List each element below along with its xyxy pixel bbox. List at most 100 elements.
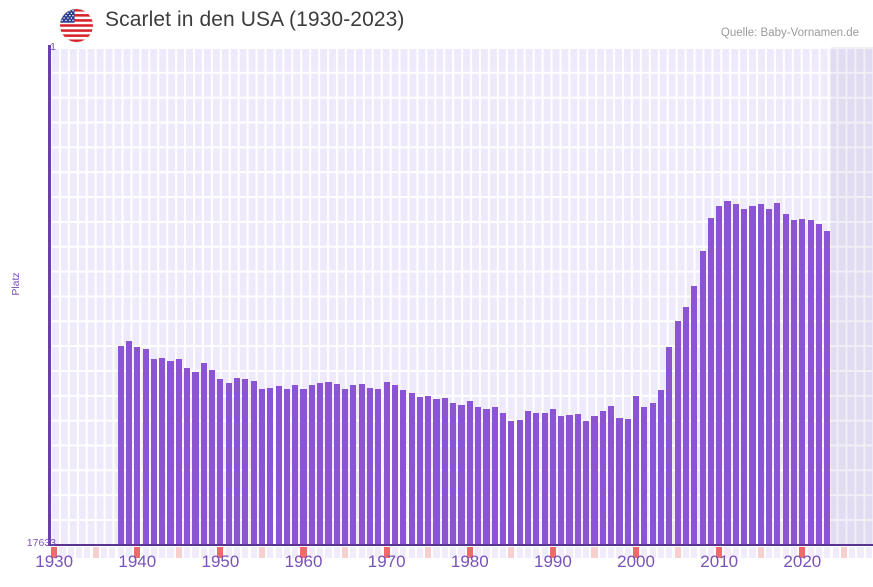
bar <box>358 383 365 544</box>
year-marker <box>766 547 773 558</box>
bar <box>225 383 232 544</box>
bar <box>408 392 415 544</box>
year-marker <box>317 547 324 558</box>
year-marker <box>682 547 690 558</box>
year-marker <box>300 547 307 558</box>
year-marker <box>150 547 157 558</box>
bar <box>541 412 548 544</box>
year-marker <box>790 547 798 558</box>
bar <box>624 418 631 544</box>
year-marker <box>857 547 864 558</box>
bar <box>807 219 814 544</box>
year-marker <box>491 547 498 558</box>
bar <box>300 388 307 544</box>
year-marker <box>67 547 74 558</box>
year-marker <box>865 547 872 558</box>
year-marker <box>591 547 598 558</box>
bar <box>209 370 216 544</box>
year-marker <box>558 547 565 558</box>
year-marker <box>649 547 656 558</box>
bar <box>707 218 714 544</box>
year-marker <box>699 547 706 558</box>
year-marker <box>832 547 839 558</box>
bar <box>184 367 191 544</box>
bar <box>724 201 731 544</box>
year-marker <box>566 547 573 558</box>
bar <box>741 209 748 544</box>
year-marker <box>458 547 465 558</box>
year-marker <box>583 547 590 558</box>
year-marker <box>666 547 673 558</box>
year-marker <box>815 547 823 558</box>
x-axis-tick-label: 1970 <box>367 552 406 571</box>
year-marker <box>574 547 581 558</box>
year-marker <box>175 547 182 558</box>
bar <box>766 209 773 544</box>
year-marker <box>757 547 764 558</box>
year-marker <box>475 547 482 558</box>
year-marker <box>741 547 748 558</box>
bar <box>732 204 739 544</box>
bar <box>491 407 498 544</box>
bar <box>366 387 374 544</box>
bar <box>317 383 324 544</box>
bar <box>150 358 157 544</box>
bar <box>674 321 681 544</box>
year-marker <box>267 547 274 558</box>
year-marker <box>258 547 266 558</box>
bar <box>608 406 615 544</box>
bar <box>591 416 598 544</box>
year-marker <box>441 547 448 558</box>
x-axis-tick-label: 1940 <box>118 552 157 571</box>
bar <box>192 372 199 544</box>
year-marker <box>366 547 374 558</box>
year-marker <box>416 547 423 558</box>
year-marker <box>450 547 457 558</box>
bar <box>441 397 448 544</box>
bar <box>749 205 756 544</box>
year-marker <box>242 547 249 558</box>
year-marker <box>641 547 648 558</box>
year-marker <box>524 547 532 558</box>
x-axis-tick-label: 1950 <box>201 552 240 571</box>
bar <box>433 399 440 544</box>
chart-header: Scarlet in den USA (1930-2023) Quelle: B… <box>0 0 873 47</box>
year-marker <box>732 547 739 558</box>
bar-series <box>50 47 873 544</box>
bar <box>499 413 507 544</box>
year-marker <box>192 547 199 558</box>
year-marker <box>632 547 640 558</box>
bar <box>757 204 764 544</box>
year-marker <box>209 547 216 558</box>
bar <box>325 382 332 544</box>
bar <box>466 401 473 544</box>
bar <box>815 224 823 544</box>
year-marker <box>109 547 116 558</box>
bar <box>574 414 581 544</box>
bar <box>691 285 698 544</box>
year-marker <box>308 547 315 558</box>
bar <box>283 389 290 544</box>
decade-marker-strip <box>50 547 873 558</box>
x-axis-tick-label: 2010 <box>700 552 739 571</box>
chart-plot-area <box>50 47 873 544</box>
bar <box>391 385 399 544</box>
year-marker <box>433 547 440 558</box>
x-axis-line <box>48 544 873 546</box>
year-marker <box>283 547 290 558</box>
page-title: Scarlet in den USA (1930-2023) <box>105 8 405 31</box>
year-marker <box>117 547 124 558</box>
bar <box>699 250 706 544</box>
bar <box>350 384 357 544</box>
bar <box>450 402 457 544</box>
year-marker <box>691 547 698 558</box>
x-axis-tick-label: 1960 <box>284 552 323 571</box>
year-marker <box>616 547 623 558</box>
year-marker <box>824 547 831 558</box>
year-marker <box>375 547 382 558</box>
year-marker <box>100 547 108 558</box>
bar <box>508 420 515 544</box>
bar <box>333 384 340 544</box>
bar <box>774 202 781 544</box>
us-flag-icon <box>60 9 93 42</box>
